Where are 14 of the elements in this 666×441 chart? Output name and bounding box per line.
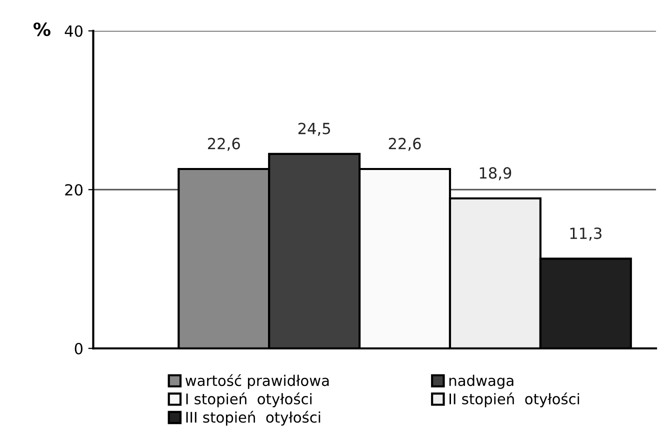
- data-label: 18,9: [480, 167, 512, 180]
- legend-label: wartość prawidłowa: [186, 374, 329, 389]
- y-axis-title: %: [34, 22, 50, 36]
- y-tick-label: 0: [74, 342, 83, 354]
- legend-label: III stopień otyłości: [186, 410, 320, 426]
- legend-label: nadwaga: [449, 374, 514, 389]
- data-label: 24,5: [298, 122, 330, 136]
- y-tick-label: 20: [65, 184, 83, 196]
- legend-label: I stopień otyłości: [186, 392, 312, 408]
- data-label: 22,6: [388, 138, 421, 151]
- data-label: 22,6: [208, 138, 240, 151]
- legend-label: II stopień otyłości: [450, 392, 580, 408]
- data-label: 11,3: [570, 228, 602, 241]
- y-tick-label: 40: [64, 25, 83, 37]
